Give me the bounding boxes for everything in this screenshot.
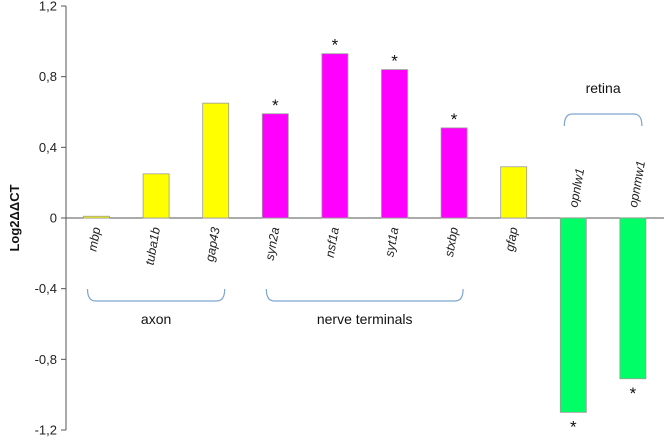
- category-label-opnmw1: opnmw1: [626, 160, 648, 209]
- group-bracket-axon: [86, 288, 226, 302]
- y-axis-title: Log2ΔΔCT: [7, 184, 22, 251]
- bar-opnlw1: [559, 217, 587, 413]
- group-label-nerve-terminals: nerve terminals: [317, 311, 413, 327]
- y-tick-label: 0,8: [39, 69, 57, 84]
- bar-gap43: [202, 102, 230, 219]
- y-tick-label: -0,8: [35, 352, 57, 367]
- bar-syt1a: [381, 69, 408, 219]
- significance-marker: *: [630, 384, 637, 403]
- y-tick-label: -0,4: [35, 281, 57, 296]
- significance-marker: *: [570, 417, 577, 436]
- category-label-syn2a: syn2a: [263, 226, 283, 261]
- category-label-syt1a: syt1a: [382, 226, 401, 258]
- y-tick-label: 1,2: [39, 0, 57, 14]
- significance-marker: *: [272, 96, 279, 115]
- labels: mbp tuba1b gap43 syn2a * nsf1a * syt1a * stxbp * gf…: [85, 36, 648, 437]
- group-label-retina: retina: [586, 80, 621, 96]
- bar-gfap: [500, 166, 528, 219]
- category-label-nsf1a: nsf1a: [323, 226, 342, 259]
- category-label-gfap: gfap: [503, 226, 521, 252]
- category-label-opnlw1: opnlw1: [566, 167, 587, 208]
- group-bracket-nerve-terminals: [265, 288, 464, 302]
- y-tick-label: 0: [50, 211, 57, 226]
- category-label-gap43: gap43: [203, 226, 223, 263]
- group-label-axon: axon: [141, 311, 171, 327]
- bar-nsf1a: [321, 53, 349, 219]
- significance-marker: *: [451, 110, 458, 129]
- bar-syn2a: [261, 113, 289, 219]
- bar-mbp: [83, 215, 110, 219]
- bar-stxbp: [440, 127, 468, 219]
- significance-marker: *: [332, 36, 339, 55]
- y-tick-label: -1,2: [35, 423, 57, 438]
- category-label-tuba1b: tuba1b: [143, 226, 163, 266]
- y-tick-label: 0,4: [39, 140, 57, 155]
- category-label-mbp: mbp: [85, 226, 103, 252]
- category-label-stxbp: stxbp: [442, 226, 461, 258]
- bars: [83, 53, 647, 413]
- bar-opnmw1: [619, 217, 647, 380]
- group-bracket-retina: [563, 113, 643, 127]
- bar-tuba1b: [142, 173, 170, 219]
- significance-marker: *: [391, 52, 398, 71]
